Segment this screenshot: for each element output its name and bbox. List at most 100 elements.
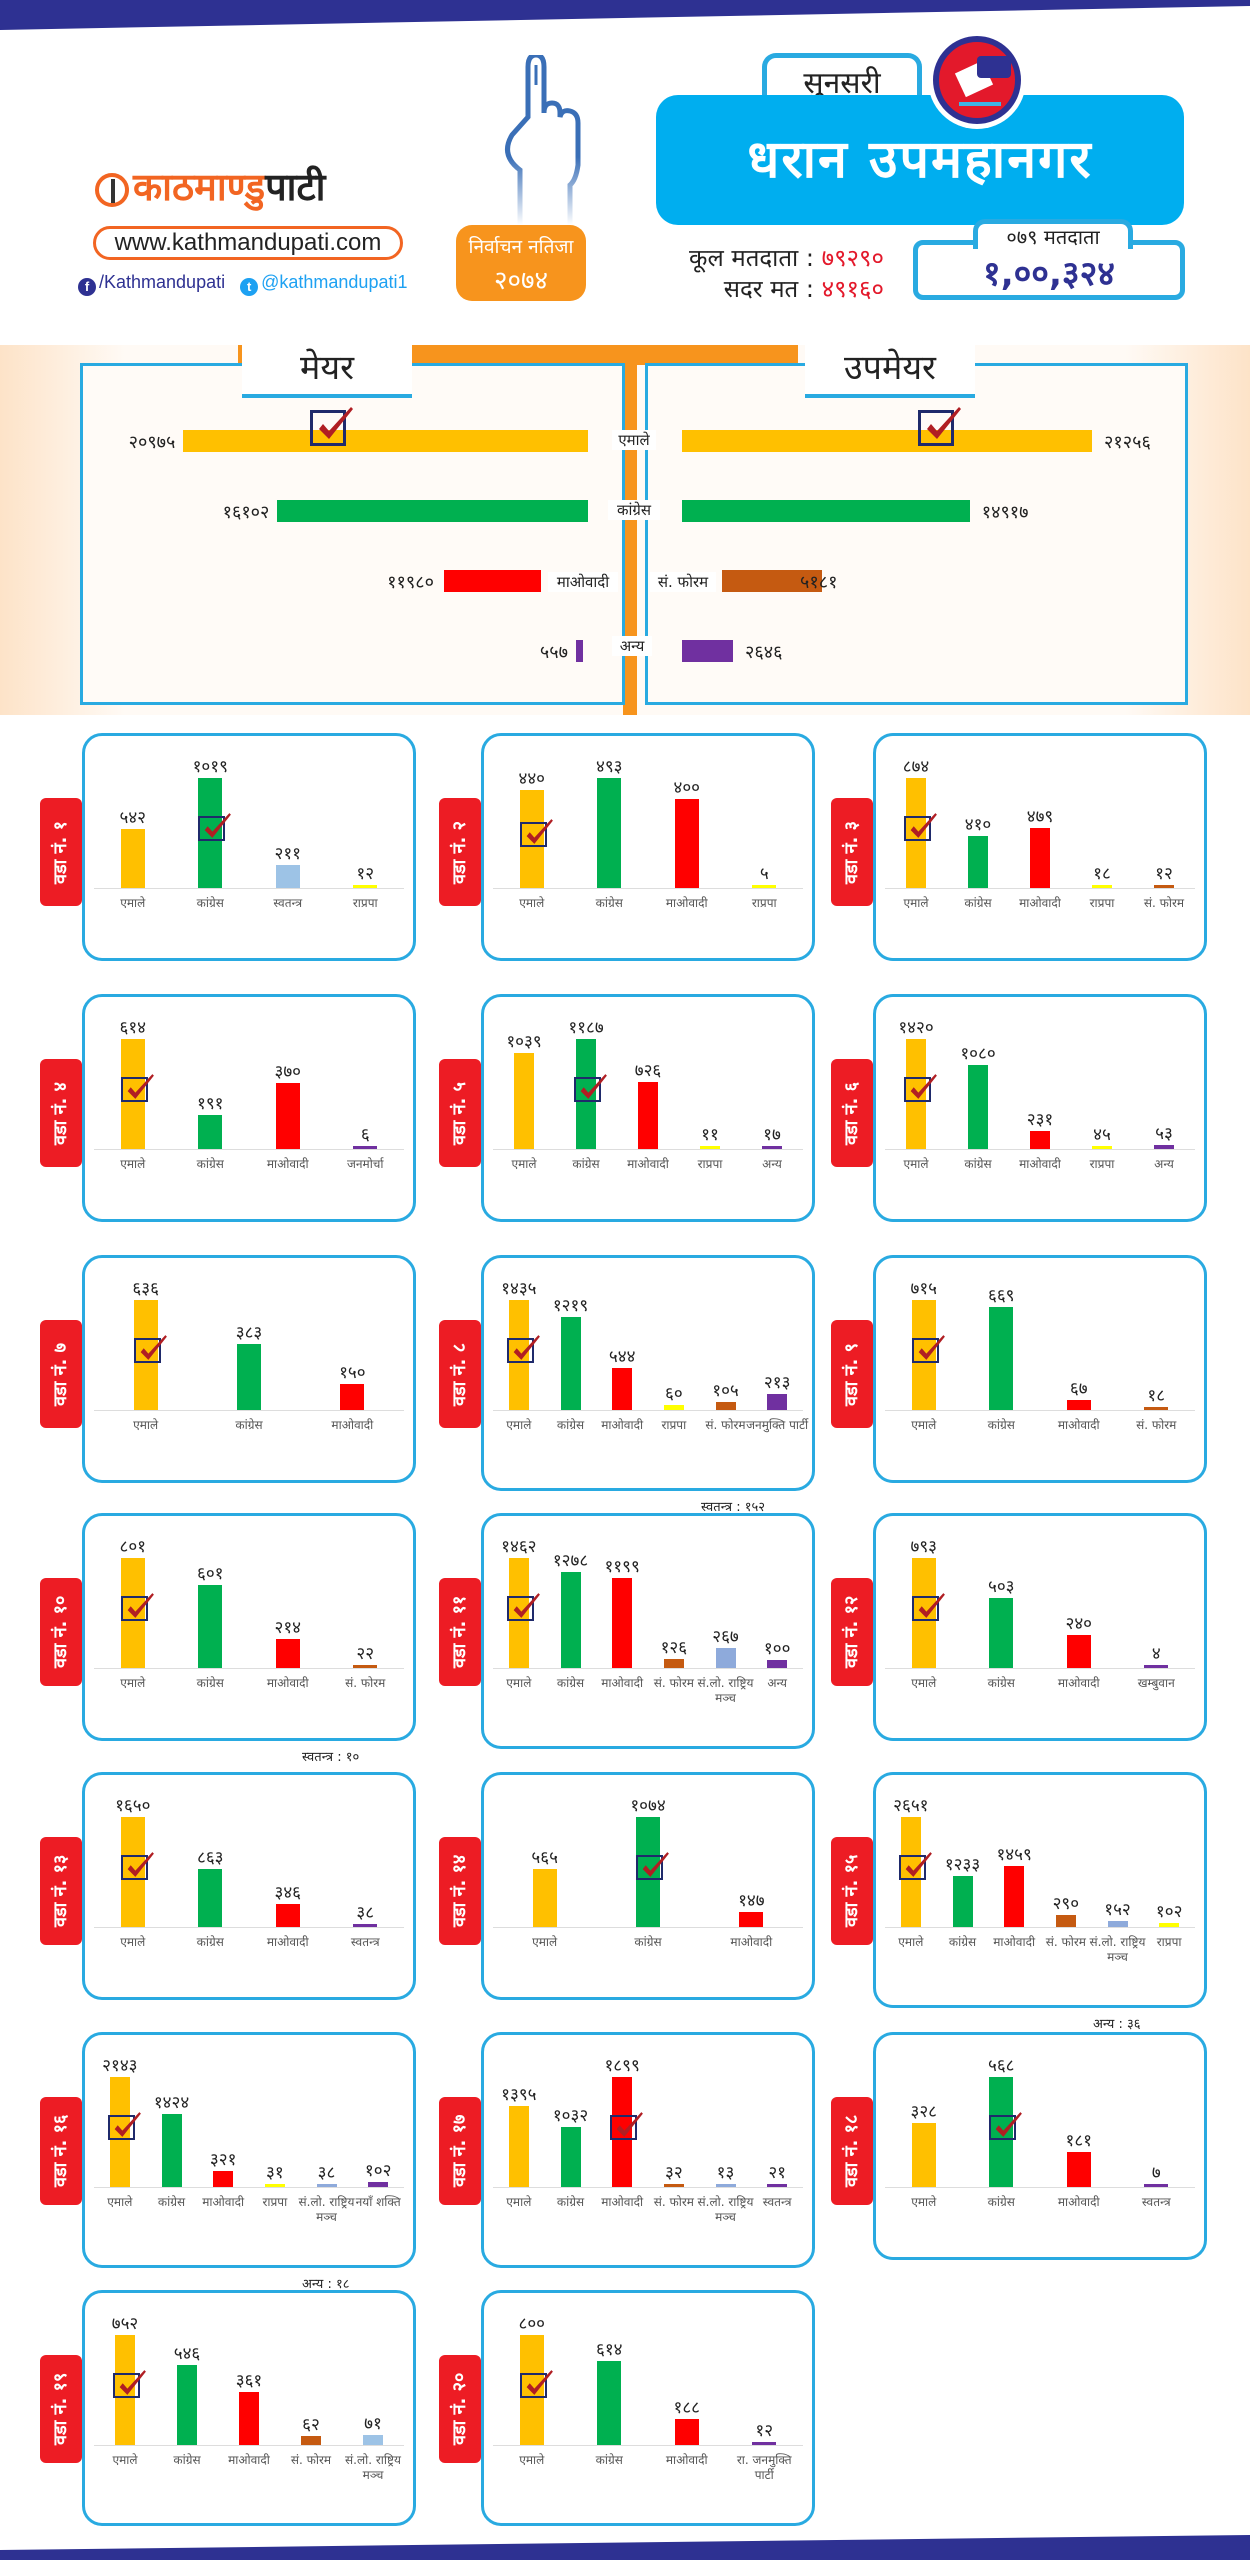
category-label: एमाले — [911, 1676, 937, 1690]
chart-baseline — [493, 1410, 803, 1411]
bar-value-label: २६५१ — [893, 1796, 929, 1816]
chart-bar — [597, 2360, 622, 2445]
bar-value-label: ६६९ — [987, 1286, 1015, 1307]
ward-label: वडा नं. १२ — [831, 1578, 873, 1686]
category-label: सं. फोरम — [1045, 1935, 1086, 1949]
chart-bar — [1066, 1399, 1091, 1410]
total-voters-label: कूल मतदाता : — [689, 244, 814, 272]
bar-value-label: १०२ — [364, 2160, 392, 2181]
chart-bar — [1030, 827, 1050, 888]
chart-bar — [353, 885, 378, 888]
ward-label: वडा नं. २० — [439, 2355, 481, 2463]
category-label: एमाले — [120, 1676, 146, 1690]
bar-value-label: ५३ — [1155, 1123, 1173, 1144]
category-label: एमाले — [903, 1157, 929, 1171]
category-label: सं. फोरम — [705, 1418, 746, 1432]
chart-bar — [560, 1316, 581, 1410]
category-label: एमाले — [506, 1418, 532, 1432]
ward-footnote: अन्य : १८ — [302, 2277, 350, 2292]
bar-value-label: १२ — [755, 2421, 774, 2441]
mayor-bar-2 — [443, 570, 541, 592]
bar-value-label: ४७९ — [1026, 806, 1054, 827]
chart-bar — [612, 1577, 633, 1668]
bar-value-label: ११९९ — [604, 1556, 640, 1577]
bar-value-label: १२७८ — [552, 1550, 589, 1571]
category-label: कांग्रेस — [196, 1676, 224, 1690]
voters-079-value: १,००,३२४ — [983, 254, 1115, 294]
chart-bar — [213, 2170, 234, 2187]
bar-value-label: ७ — [1151, 2163, 1161, 2183]
bar-value-label: २३१ — [1026, 1110, 1054, 1131]
bar-value-label: ५४४ — [608, 1347, 636, 1368]
voters-079-label: ०७९ मतदाता — [973, 219, 1133, 249]
chart-bar — [767, 1660, 788, 1668]
category-label: स्वतन्त्र — [1141, 2195, 1171, 2209]
ward-card — [873, 994, 1207, 1222]
chart-bar — [560, 2127, 581, 2187]
category-label: कांग्रेस — [987, 2195, 1015, 2209]
chart-bar — [1030, 1131, 1050, 1149]
winner-check-icon — [120, 1073, 154, 1102]
winner-check-icon — [133, 1334, 167, 1363]
deputy-label-forum: सं. फोरम — [650, 572, 716, 592]
mayor-value-3: ५५७ — [539, 642, 568, 663]
bar-value-label: ८६३ — [196, 1848, 224, 1869]
bar-value-label: ३२१ — [209, 2149, 237, 2170]
category-label: माओवादी — [601, 2195, 644, 2209]
chart-bar — [612, 1368, 633, 1410]
facebook-link[interactable]: f/Kathmandupati — [78, 272, 226, 296]
deputy-bar-3 — [682, 640, 734, 662]
website-link[interactable]: www.kathmandupati.com — [93, 226, 403, 260]
category-label: एमाले — [519, 896, 545, 910]
mayor-title: मेयर — [242, 340, 412, 398]
ward-card — [873, 1772, 1207, 2008]
bar-value-label: ८७४ — [902, 757, 930, 777]
twitter-link[interactable]: t @kathmandupati1 — [240, 272, 407, 296]
ward-footnote: स्वतन्त्र : १५२ — [701, 1500, 766, 1515]
bar-value-label: १०८० — [960, 1044, 996, 1065]
bar-value-label: ६२ — [302, 2414, 320, 2435]
category-label: माओवादी — [266, 1676, 309, 1690]
bar-value-label: ५६८ — [987, 2056, 1015, 2076]
deputy-bar-1 — [682, 500, 970, 522]
category-label: कांग्रेस — [173, 2453, 201, 2467]
bar-value-label: १६५० — [115, 1796, 151, 1816]
category-label: अन्य — [1154, 1157, 1174, 1171]
mayor-bar-0 — [183, 430, 588, 452]
category-label: एमाले — [506, 1676, 532, 1690]
chart-bar — [700, 1146, 720, 1149]
category-label: कांग्रेस — [556, 1418, 585, 1432]
badge-year: २०७४ — [493, 266, 549, 296]
ward-footnote: स्वतन्त्र : १० — [302, 1750, 360, 1765]
category-label: माओवादी — [1019, 896, 1061, 910]
chart-bar — [1154, 885, 1174, 888]
category-label: कांग्रेस — [196, 1935, 224, 1949]
bar-value-label: १८१ — [1065, 2130, 1093, 2151]
chart-bar — [1066, 1634, 1091, 1668]
chart-bar — [560, 1571, 581, 1668]
category-label: सं. फोरम — [1136, 1418, 1177, 1432]
category-label: जनमोर्चा — [346, 1157, 384, 1171]
bar-value-label: १२६ — [660, 1637, 688, 1658]
ward-label: वडा नं. १९ — [40, 2355, 82, 2463]
category-label: सं.लो. राष्ट्रिय मञ्च — [298, 2195, 355, 2224]
facebook-handle: /Kathmandupati — [99, 272, 226, 292]
bar-value-label: १०३९ — [506, 1031, 542, 1052]
chart-bar — [1092, 885, 1112, 888]
category-label: माओवादी — [331, 1418, 374, 1432]
winner-check-icon — [989, 2111, 1023, 2140]
chart-bar — [1144, 1665, 1169, 1668]
bar-value-label: १०७४ — [630, 1796, 666, 1816]
chart-bar — [275, 1638, 300, 1668]
category-label: माओवादी — [730, 1935, 773, 1949]
valid-votes-label: सदर मत : — [723, 275, 814, 303]
deputy-mayor-title: उपमेयर — [805, 340, 975, 398]
facebook-icon: f — [78, 278, 96, 296]
category-label: राप्रपा — [751, 896, 777, 910]
bar-value-label: ४ — [1151, 1644, 1161, 1664]
category-label: माओवादी — [665, 896, 708, 910]
ward-label: वडा नं. १६ — [40, 2097, 82, 2205]
chart-bar — [1066, 2151, 1091, 2187]
category-label: राप्रपा — [697, 1157, 723, 1171]
chart-bar — [353, 1146, 378, 1149]
